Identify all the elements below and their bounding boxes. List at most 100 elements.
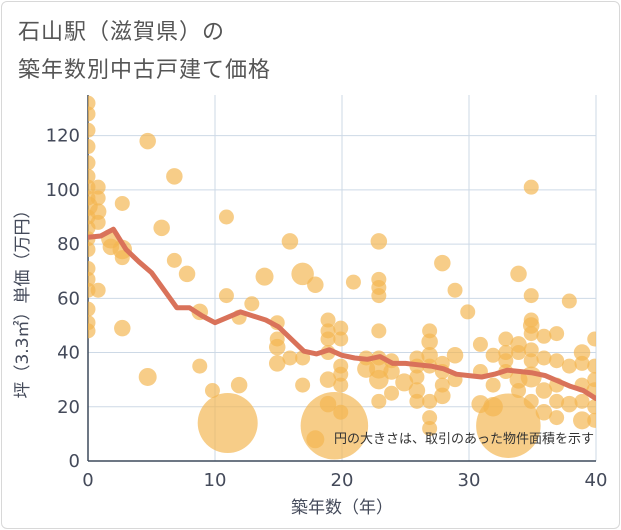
data-point [422, 420, 438, 436]
data-point [476, 393, 541, 459]
data-point [587, 399, 596, 415]
trend-layer [88, 226, 596, 402]
data-point [166, 168, 183, 185]
data-point [446, 347, 464, 364]
data-point [282, 350, 298, 366]
data-point [523, 179, 539, 195]
bubble-size-note: 円の大きさは、取引のあった物件面積を示す [334, 432, 594, 447]
data-point [573, 411, 592, 430]
data-point [549, 410, 565, 426]
data-point [409, 393, 425, 409]
y-tick-label: 20 [57, 397, 80, 418]
data-point [460, 304, 476, 320]
x-tick-label: 40 [585, 470, 608, 491]
data-point [511, 345, 527, 361]
data-point [371, 393, 387, 409]
data-point [447, 282, 463, 298]
data-point [561, 395, 578, 413]
data-point [574, 393, 590, 409]
data-point [319, 371, 337, 388]
data-point [345, 274, 361, 290]
y-tick-label: 80 [57, 234, 80, 255]
data-point [549, 393, 565, 409]
data-point [409, 369, 425, 385]
data-point [511, 383, 527, 399]
data-point [88, 155, 96, 171]
data-point [291, 262, 314, 286]
data-point [89, 203, 107, 220]
data-point [114, 195, 130, 211]
data-point [268, 338, 286, 356]
data-point [88, 323, 96, 339]
y-axis-ticks: 0 20 40 60 80 100 120 [46, 126, 80, 472]
data-point [485, 377, 501, 393]
data-point [523, 353, 539, 369]
data-point [230, 376, 248, 394]
data-point [523, 326, 539, 342]
data-point [333, 377, 349, 393]
trend-line [88, 226, 596, 402]
data-point [536, 328, 552, 344]
data-point [90, 282, 106, 298]
data-point [218, 209, 234, 225]
chart-title-line2: 築年数別中古戸建て価格 [18, 58, 272, 83]
data-point [320, 312, 336, 328]
data-point [333, 366, 349, 382]
data-point [535, 403, 553, 421]
data-point [536, 350, 552, 366]
data-point [561, 293, 577, 309]
data-point [422, 410, 438, 426]
data-point [268, 355, 286, 372]
y-tick-label: 0 [69, 451, 80, 472]
data-point [114, 250, 130, 266]
data-point [90, 214, 106, 230]
data-point [561, 358, 577, 374]
data-point [369, 369, 389, 390]
x-axis-label: 築年数（年） [291, 498, 393, 518]
data-point [88, 106, 96, 122]
data-point [333, 320, 349, 336]
data-point [192, 358, 208, 374]
data-point [371, 288, 387, 304]
data-point [320, 331, 336, 347]
data-point [371, 323, 387, 339]
y-axis-label: 坪（3.3㎡）単価（万円） [13, 201, 33, 398]
data-point [281, 233, 299, 250]
x-tick-label: 20 [331, 470, 354, 491]
x-tick-label: 30 [458, 470, 481, 491]
data-point [139, 132, 156, 150]
data-point [88, 242, 96, 258]
data-point [587, 412, 596, 428]
data-point [485, 347, 501, 363]
data-point [434, 254, 451, 272]
data-point [498, 353, 514, 369]
data-point [300, 392, 369, 460]
data-point [523, 342, 539, 358]
data-point [204, 383, 220, 399]
data-point [408, 382, 426, 399]
data-point [421, 333, 438, 350]
data-point [422, 393, 438, 409]
data-point [295, 377, 311, 393]
data-point [255, 267, 274, 286]
data-point [88, 139, 96, 155]
data-point [549, 353, 565, 369]
data-point [166, 252, 182, 268]
y-tick-label: 100 [46, 180, 80, 201]
data-point [370, 233, 388, 250]
x-tick-label: 0 [82, 470, 93, 491]
data-point [498, 331, 514, 347]
data-point [587, 358, 596, 374]
data-point [218, 288, 234, 304]
data-point [434, 387, 451, 405]
data-point [90, 179, 106, 195]
data-point [535, 382, 553, 399]
data-point [333, 404, 349, 420]
data-point [383, 363, 400, 380]
y-tick-label: 120 [46, 126, 80, 147]
x-tick-label: 10 [204, 470, 227, 491]
data-point [333, 331, 349, 347]
data-point [523, 393, 539, 409]
data-point [114, 319, 131, 337]
